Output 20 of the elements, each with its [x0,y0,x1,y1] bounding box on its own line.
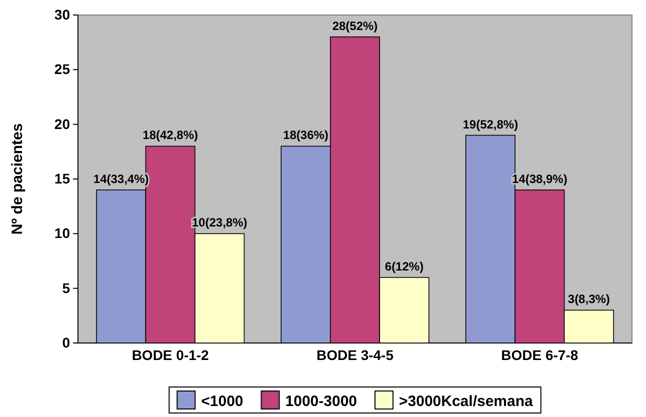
legend-label: >3000Kcal/semana [399,393,534,410]
y-tick-label: 30 [54,6,70,22]
data-label: 3(8,3%) [568,292,610,306]
y-tick-label: 0 [62,334,70,350]
legend-label: 1000-3000 [285,393,358,410]
x-tick-label: BODE 0-1-2 [132,346,210,363]
y-tick-label: 5 [62,280,70,296]
x-tick-label: BODE 6-7-8 [501,346,578,363]
data-label: 19(52,8%) [462,117,518,132]
y-tick-label: 15 [54,170,70,186]
data-label: 28(52%) [332,18,378,33]
x-tick-label: BODE 3-4-5 [316,346,394,363]
data-label: 18(42,8%) [142,128,198,142]
data-label: 6(12%) [384,259,424,274]
y-axis-title: Nº de pacientes [9,123,26,235]
y-tick-label: 10 [54,225,70,242]
y-tick-label: 25 [54,61,70,78]
data-label: 18(36%) [283,128,328,142]
y-tick-label: 20 [54,116,70,132]
legend-label: <1000 [201,393,244,410]
